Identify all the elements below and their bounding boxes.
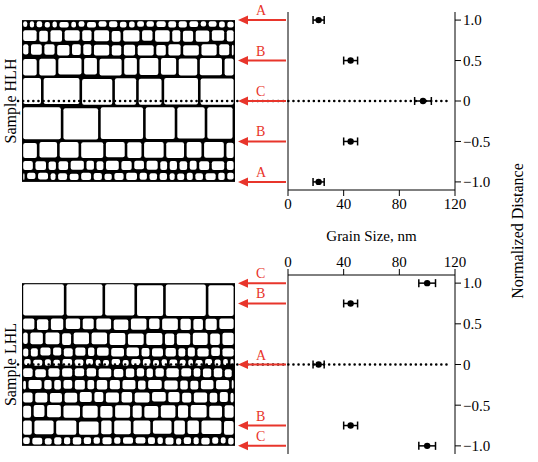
svg-text:B: B — [256, 44, 265, 59]
svg-text:80: 80 — [392, 254, 407, 270]
svg-text:120: 120 — [444, 254, 467, 270]
svg-text:0.5: 0.5 — [463, 316, 482, 332]
svg-text:1.0: 1.0 — [463, 275, 482, 291]
svg-text:Normalized Distance: Normalized Distance — [509, 163, 526, 299]
svg-text:120: 120 — [444, 196, 467, 212]
svg-text:C: C — [256, 429, 265, 444]
svg-text:C: C — [256, 84, 265, 99]
svg-text:Sample LHL: Sample LHL — [2, 323, 20, 406]
svg-text:0: 0 — [463, 93, 471, 109]
svg-text:0: 0 — [284, 196, 292, 212]
svg-text:−1.0: −1.0 — [463, 438, 490, 454]
svg-text:−0.5: −0.5 — [463, 134, 490, 150]
svg-text:B: B — [256, 409, 265, 424]
svg-text:A: A — [256, 165, 267, 180]
svg-text:−0.5: −0.5 — [463, 398, 490, 414]
svg-text:A: A — [256, 348, 267, 363]
svg-text:0: 0 — [284, 254, 292, 270]
svg-text:80: 80 — [392, 196, 407, 212]
svg-text:−1.0: −1.0 — [463, 174, 490, 190]
svg-text:0.5: 0.5 — [463, 53, 482, 69]
svg-text:1.0: 1.0 — [463, 12, 482, 28]
svg-text:B: B — [256, 286, 265, 301]
svg-text:Grain Size, nm: Grain Size, nm — [326, 228, 417, 244]
svg-text:C: C — [256, 266, 265, 281]
svg-text:B: B — [256, 124, 265, 139]
svg-text:Sample HLH: Sample HLH — [2, 58, 20, 143]
svg-text:40: 40 — [336, 196, 351, 212]
svg-text:40: 40 — [336, 254, 351, 270]
svg-text:0: 0 — [463, 357, 471, 373]
svg-text:A: A — [256, 3, 267, 18]
